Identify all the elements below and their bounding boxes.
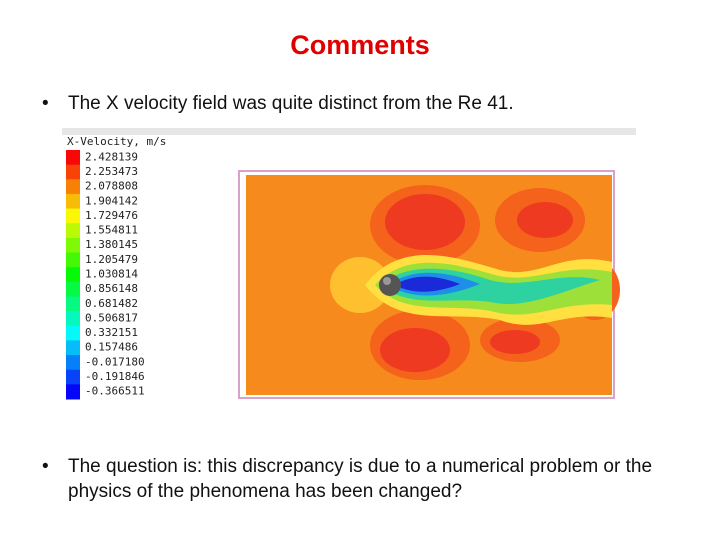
- legend-swatch: [66, 325, 80, 341]
- legend-label: 2.253473: [85, 165, 138, 178]
- contour-plot: [246, 175, 620, 395]
- legend-swatch: [66, 384, 80, 400]
- legend-label: -0.366511: [85, 385, 145, 398]
- figure-top-bar: [62, 128, 636, 135]
- legend-label: -0.191846: [85, 370, 145, 383]
- legend-swatch: [66, 281, 80, 297]
- legend-label: 0.856148: [85, 282, 138, 295]
- legend-swatch: [66, 311, 80, 327]
- bullet: • The X velocity field was quite distinct…: [42, 93, 514, 114]
- legend-label: 0.681482: [85, 297, 138, 310]
- legend-swatch: [66, 208, 80, 224]
- legend-label: 1.380145: [85, 238, 138, 251]
- legend-swatch: [66, 355, 80, 371]
- legend-label: -0.017180: [85, 355, 145, 368]
- legend-swatch: [66, 340, 80, 356]
- bullet: • The question is: this discrepancy is du…: [42, 456, 653, 502]
- legend-swatch: [66, 237, 80, 254]
- legend-swatch: [66, 267, 80, 283]
- legend-label: 0.506817: [85, 311, 138, 324]
- legend-swatch: [66, 179, 80, 195]
- legend-label: 1.729476: [85, 209, 138, 222]
- legend-label: 0.332151: [85, 326, 138, 339]
- slide-title: Comments: [290, 30, 430, 60]
- legend-swatch: [66, 150, 80, 166]
- legend-swatch: [66, 369, 80, 385]
- legend-swatch: [66, 296, 80, 312]
- legend-label: 2.078808: [85, 180, 138, 193]
- legend-label: 1.205479: [85, 253, 138, 266]
- bullet-text: The question is: this discrepancy is due…: [68, 456, 653, 502]
- legend-label: 1.904142: [85, 194, 138, 207]
- legend-label: 2.428139: [85, 150, 138, 163]
- legend-title: X-Velocity, m/s: [67, 135, 166, 148]
- legend-swatch: [66, 193, 80, 210]
- bullet-text: The X velocity field was quite distinct …: [68, 93, 514, 114]
- legend-label: 1.554811: [85, 224, 138, 237]
- legend-swatch: [66, 164, 80, 180]
- legend-swatch: [66, 252, 80, 268]
- legend-swatch: [66, 223, 80, 239]
- legend-label: 0.157486: [85, 341, 138, 354]
- legend-label: 1.030814: [85, 268, 138, 281]
